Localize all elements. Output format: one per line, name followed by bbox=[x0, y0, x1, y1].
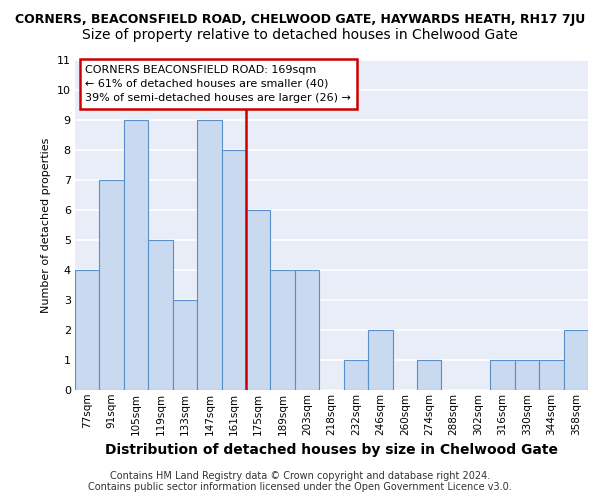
Bar bbox=[221, 150, 246, 390]
Text: Size of property relative to detached houses in Chelwood Gate: Size of property relative to detached ho… bbox=[82, 28, 518, 42]
Bar bbox=[368, 330, 392, 390]
Bar bbox=[490, 360, 515, 390]
Bar bbox=[271, 270, 295, 390]
Bar bbox=[148, 240, 173, 390]
Bar bbox=[173, 300, 197, 390]
Bar bbox=[344, 360, 368, 390]
Bar bbox=[563, 330, 588, 390]
Bar bbox=[124, 120, 148, 390]
Y-axis label: Number of detached properties: Number of detached properties bbox=[41, 138, 51, 312]
Bar bbox=[197, 120, 221, 390]
Text: CORNERS BEACONSFIELD ROAD: 169sqm
← 61% of detached houses are smaller (40)
39% : CORNERS BEACONSFIELD ROAD: 169sqm ← 61% … bbox=[85, 65, 351, 103]
Bar bbox=[100, 180, 124, 390]
Bar bbox=[295, 270, 319, 390]
Bar bbox=[75, 270, 100, 390]
Bar bbox=[515, 360, 539, 390]
Text: Contains HM Land Registry data © Crown copyright and database right 2024.
Contai: Contains HM Land Registry data © Crown c… bbox=[88, 471, 512, 492]
Bar bbox=[417, 360, 442, 390]
Bar bbox=[539, 360, 563, 390]
Text: CORNERS, BEACONSFIELD ROAD, CHELWOOD GATE, HAYWARDS HEATH, RH17 7JU: CORNERS, BEACONSFIELD ROAD, CHELWOOD GAT… bbox=[15, 12, 585, 26]
X-axis label: Distribution of detached houses by size in Chelwood Gate: Distribution of detached houses by size … bbox=[105, 443, 558, 457]
Bar bbox=[246, 210, 271, 390]
